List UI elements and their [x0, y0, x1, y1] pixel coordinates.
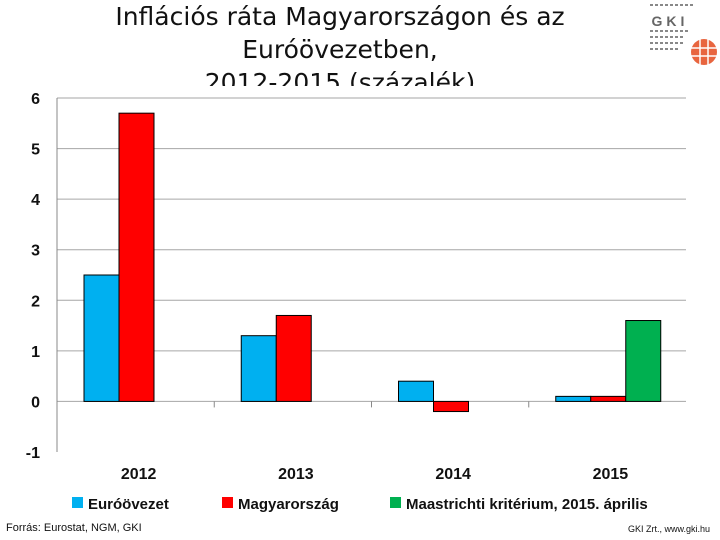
x-category-label: 2013 [278, 466, 314, 483]
chart-title: Inflációs ráta Magyarországon és az Euró… [60, 0, 620, 86]
y-tick-label: 1 [31, 344, 40, 361]
legend-swatch [390, 497, 401, 508]
title-unit: (százalék) [341, 68, 476, 86]
gridlines [57, 97, 686, 402]
bar-eur-vezet-2014 [398, 380, 434, 402]
y-tick-label: 0 [31, 394, 40, 411]
bar-magyarorsz-g-2015 [590, 395, 627, 402]
bar-magyarorsz-g-2014 [433, 400, 469, 413]
axis-labels: 6 5 4 3 2 1 0 -1 2012 2013 2014 2015 [26, 91, 629, 483]
source-note: Forrás: Eurostat, NGM, GKI [6, 522, 142, 534]
logo-text: GKI [652, 13, 689, 29]
legend-swatch [222, 497, 233, 508]
credit-note: GKI Zrt., www.gki.hu [627, 524, 710, 534]
legend-label: Magyarország [238, 496, 339, 513]
x-category-label: 2014 [435, 466, 471, 483]
logo-dot-grid [650, 4, 693, 50]
x-category-label: 2012 [121, 466, 157, 483]
title-line-2: Euróövezetben, [242, 35, 438, 64]
gki-logo: GKI [650, 4, 717, 65]
y-tick-label: -1 [26, 445, 40, 462]
y-tick-label: 5 [31, 142, 40, 159]
y-tick-label: 6 [31, 91, 40, 108]
bar-eur-vezet-2013 [240, 335, 277, 402]
y-tick-label: 3 [31, 243, 40, 260]
legend-swatch [72, 497, 83, 508]
bar-eur-vezet-2015 [555, 395, 592, 402]
y-tick-label: 2 [31, 293, 40, 310]
legend: Euróövezet Magyarország Maastrichti kritér… [72, 496, 648, 513]
title-line-3: 2012-2015 (százalék) [60, 66, 620, 86]
title-years: 2012-2015 [204, 68, 342, 86]
legend-label: Maastrichti kritérium, 2015. április [406, 496, 648, 513]
bars [83, 112, 662, 413]
bar-magyarorsz-g-2013 [275, 314, 312, 402]
bar-maastrichti-krit-rium-2015-prilis-2015 [625, 320, 662, 402]
logo-globe [691, 39, 717, 65]
bar-magyarorsz-g-2012 [118, 112, 155, 402]
legend-label: Euróövezet [88, 496, 169, 513]
axes [56, 98, 530, 452]
x-category-label: 2015 [593, 466, 629, 483]
y-tick-label: 4 [31, 192, 40, 209]
title-line-1: Inflációs ráta Magyarországon és az [115, 2, 565, 31]
bar-eur-vezet-2012 [83, 274, 120, 402]
